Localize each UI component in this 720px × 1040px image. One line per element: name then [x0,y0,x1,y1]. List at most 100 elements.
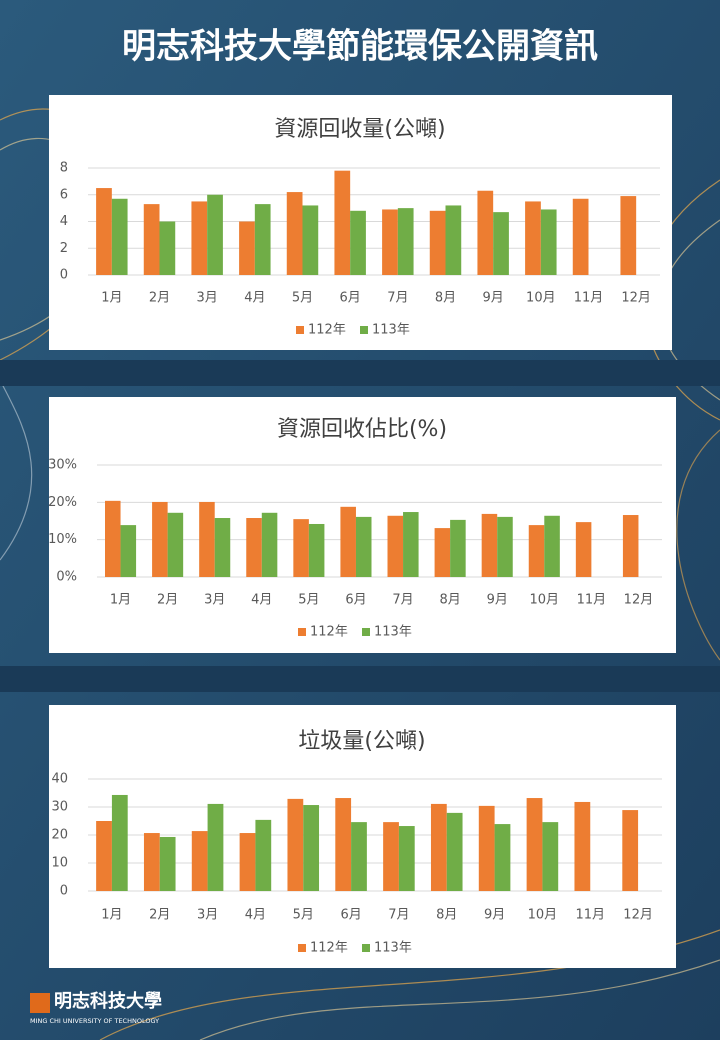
y-tick-label: 0 [60,884,68,899]
x-tick-label: 6月 [340,908,361,923]
logo-text: 明志科技大學 [54,990,162,1012]
bar [340,506,356,577]
chart-title: 資源回收量(公噸) [274,117,445,142]
bar [450,519,466,577]
y-tick-label: 30% [48,458,77,473]
bar [261,512,278,577]
x-tick-label: 1月 [101,908,122,923]
bar [287,798,304,891]
x-tick-label: 12月 [623,908,653,923]
x-tick-label: 4月 [244,291,265,306]
bar [239,221,255,275]
bar [191,201,208,275]
x-tick-label: 11月 [577,593,607,608]
bar [481,513,498,577]
bar [334,170,351,275]
bar [620,196,637,275]
legend-label: 112年 [310,941,348,956]
x-tick-label: 1月 [110,593,131,608]
y-tick-label: 2 [60,241,68,256]
bar [429,210,446,275]
x-tick-label: 3月 [197,908,218,923]
bar [199,501,215,577]
y-tick-label: 20% [48,495,77,510]
bar [403,512,419,577]
bar [293,519,309,577]
bar [544,515,560,577]
band [0,360,720,386]
bar [493,212,509,275]
x-tick-label: 10月 [526,291,556,306]
bar [622,515,639,577]
bar [430,803,447,891]
x-tick-label: 12月 [624,593,654,608]
bar [105,500,121,577]
bar [575,522,592,577]
bar [525,201,541,275]
bar [497,516,513,577]
bar [478,805,495,891]
band [0,666,720,692]
x-tick-label: 2月 [157,593,178,608]
bar [207,194,223,275]
x-tick-label: 1月 [101,291,122,306]
bar [207,803,224,891]
x-tick-label: 5月 [293,908,314,923]
legend-swatch [360,326,368,334]
x-tick-label: 2月 [149,291,170,306]
bar [383,822,399,891]
x-tick-label: 5月 [298,593,319,608]
bar [159,836,176,891]
y-tick-label: 30 [51,800,68,815]
x-tick-label: 7月 [392,593,413,608]
y-tick-label: 10% [48,532,77,547]
x-tick-label: 6月 [340,291,361,306]
bar [350,210,366,275]
legend-swatch [362,628,370,636]
legend-label: 113年 [372,323,410,338]
bar [335,798,352,891]
bar [254,204,271,275]
x-tick-label: 3月 [204,593,225,608]
bar [528,525,545,577]
y-tick-label: 0% [56,570,77,585]
legend-label: 112年 [308,323,346,338]
y-tick-label: 0 [60,268,68,283]
x-tick-label: 2月 [149,908,170,923]
bar [355,516,372,577]
x-tick-label: 8月 [439,593,460,608]
legend-label: 112年 [310,625,348,640]
x-tick-label: 11月 [574,291,604,306]
bar [622,810,639,891]
bar [111,198,128,275]
bar [303,805,320,891]
bar [214,518,231,577]
legend-swatch [298,944,306,952]
bar [494,824,511,891]
bar [397,208,414,275]
bar [159,221,176,275]
bar [387,515,404,577]
bar [143,204,160,275]
bar [143,833,160,891]
x-tick-label: 7月 [388,908,409,923]
bar [445,205,462,275]
y-tick-label: 6 [60,187,68,202]
bar [111,794,128,891]
bar [120,525,137,577]
bar [434,528,451,577]
x-tick-label: 7月 [387,291,408,306]
bar [477,190,494,275]
bar [540,209,557,275]
y-tick-label: 40 [51,772,68,787]
bar [308,523,325,577]
x-tick-label: 8月 [435,291,456,306]
bar [398,826,415,891]
legend-swatch [362,944,370,952]
x-tick-label: 9月 [483,291,504,306]
x-tick-label: 3月 [197,291,218,306]
x-tick-label: 9月 [484,908,505,923]
page-title: 明志科技大學節能環保公開資訊 [122,27,598,67]
x-tick-label: 10月 [530,593,560,608]
legend-swatch [298,628,306,636]
